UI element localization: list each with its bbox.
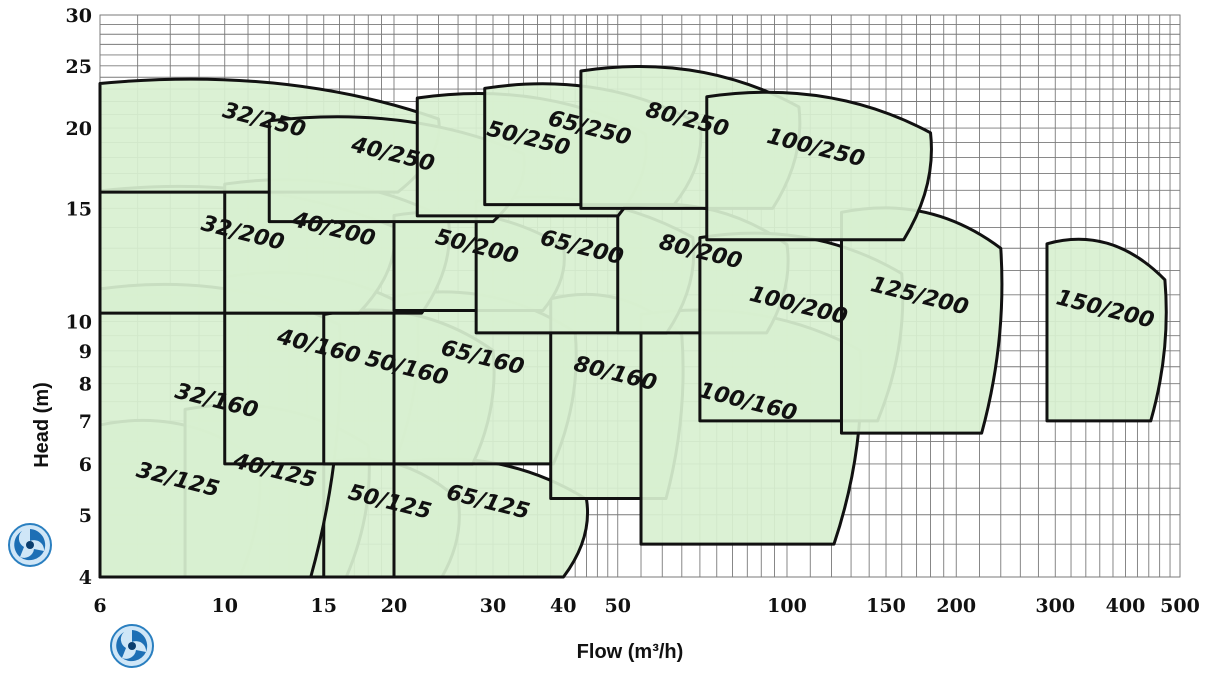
y-tick-label: 8 xyxy=(79,374,92,396)
y-tick-label: 6 xyxy=(79,454,92,476)
x-tick-label: 300 xyxy=(1035,595,1075,617)
impeller-logo-icon xyxy=(110,624,154,668)
pump-region-125-200 xyxy=(839,206,1004,435)
y-tick-label: 4 xyxy=(79,567,92,589)
x-tick-label: 200 xyxy=(936,595,976,617)
y-tick-label: 5 xyxy=(79,505,92,527)
y-axis-title: Head (m) xyxy=(31,382,53,468)
x-tick-label: 500 xyxy=(1160,595,1200,617)
y-tick-label: 25 xyxy=(66,56,92,78)
x-tick-label: 20 xyxy=(381,595,407,617)
x-tick-label: 6 xyxy=(93,595,106,617)
y-tick-label: 15 xyxy=(66,198,92,220)
y-tick-label: 9 xyxy=(79,341,92,363)
y-tick-label: 7 xyxy=(79,411,92,433)
pump-regions xyxy=(98,64,1168,579)
x-tick-label: 10 xyxy=(212,595,238,617)
x-tick-label: 30 xyxy=(480,595,506,617)
y-tick-label: 30 xyxy=(66,5,92,27)
x-tick-label: 150 xyxy=(866,595,906,617)
x-tick-label: 100 xyxy=(767,595,807,617)
pump-region-100-250 xyxy=(705,90,933,242)
x-tick-label: 400 xyxy=(1106,595,1146,617)
x-tick-label: 15 xyxy=(311,595,337,617)
y-tick-label: 10 xyxy=(66,311,92,333)
x-tick-label: 50 xyxy=(605,595,631,617)
y-tick-label: 20 xyxy=(66,118,92,140)
pump-region-150-200 xyxy=(1045,237,1168,423)
impeller-logo-icon xyxy=(8,523,52,567)
axis-ticks: 6 10 15 20 30 40 50 100 150 200 300 400 500 4 5 6 7 8 9 10 1… xyxy=(66,5,1200,617)
x-axis-title: Flow (m³/h) xyxy=(577,641,684,663)
x-tick-label: 40 xyxy=(550,595,576,617)
